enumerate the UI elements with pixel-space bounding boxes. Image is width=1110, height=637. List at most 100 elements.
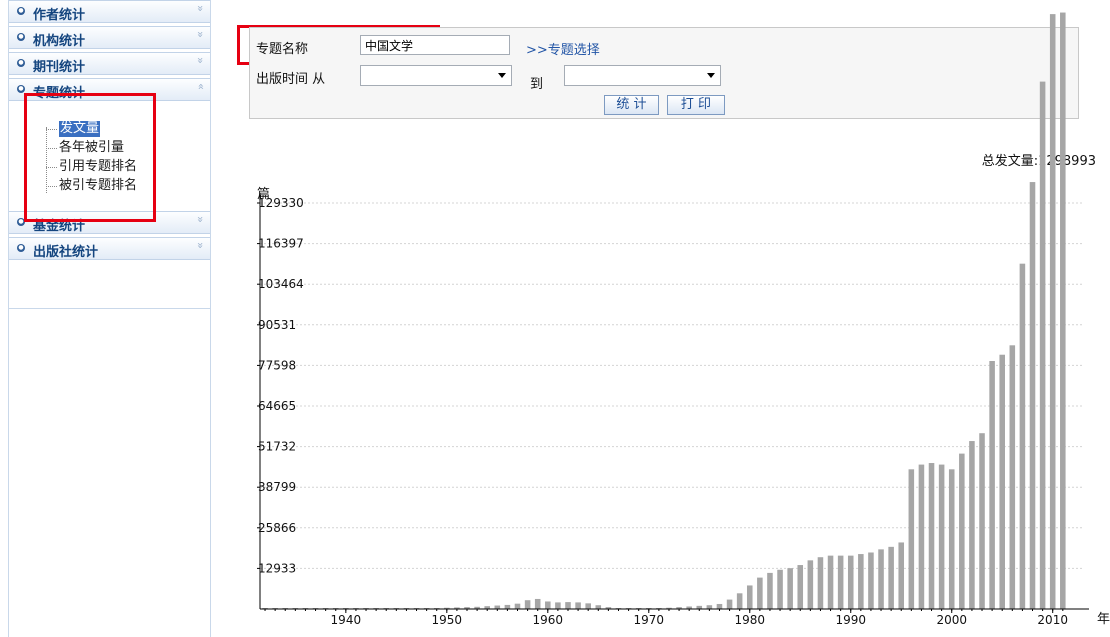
total-publications-label: 总发文量:1298993 xyxy=(981,154,1096,169)
bar-1981 xyxy=(757,577,763,609)
topic-name-input[interactable] xyxy=(360,35,510,55)
from-year-select[interactable] xyxy=(360,65,512,86)
dropdown-arrow-icon xyxy=(707,73,715,78)
y-tick-label: 51732 xyxy=(258,440,296,454)
bar-1965 xyxy=(595,605,602,609)
sidebar: ● 作者统计 » ● 机构统计 » ● 期刊统计 » ● 专题统计 » 发文量 … xyxy=(8,0,211,637)
bar-1997 xyxy=(918,464,925,609)
y-tick-label: 129330 xyxy=(258,196,304,210)
bar-1972 xyxy=(666,607,672,609)
bar-1991 xyxy=(858,554,864,609)
bar-1994 xyxy=(888,546,894,609)
bar-1978 xyxy=(726,599,733,609)
bullet-icon: ● xyxy=(17,244,25,252)
bar-2003 xyxy=(979,433,985,609)
y-tick-label: 103464 xyxy=(258,277,304,291)
bar-1990 xyxy=(847,555,854,609)
bar-1996 xyxy=(908,469,915,609)
x-tick-label: 1970 xyxy=(634,613,665,627)
bar-1995 xyxy=(898,542,905,609)
sidebar-section-author[interactable]: ● 作者统计 » xyxy=(9,0,210,23)
bar-2011 xyxy=(1060,12,1066,610)
bar-1966 xyxy=(605,607,612,609)
y-tick-label: 12933 xyxy=(258,561,296,575)
to-year-select[interactable] xyxy=(564,65,721,86)
bar-1955 xyxy=(494,605,501,609)
bar-1957 xyxy=(514,603,521,609)
bar-2002 xyxy=(969,441,975,609)
tree-line xyxy=(46,148,57,149)
y-axis-ticks: 12933 25866 38799 51732 64665 77598 90531 10346… xyxy=(257,196,304,575)
bar-1964 xyxy=(585,603,591,609)
x-axis-ticks: 1940 1950 1960 1970 1980 1990 2000 2010 xyxy=(264,609,1068,627)
bar-1987 xyxy=(817,557,824,609)
bar-1977 xyxy=(716,603,723,609)
bar-1954 xyxy=(484,606,490,609)
chart-grid xyxy=(260,202,1083,569)
bar-1985 xyxy=(797,565,804,609)
sidebar-section-journal[interactable]: ● 期刊统计 » xyxy=(9,52,210,75)
bar-1983 xyxy=(777,569,783,609)
bar-1989 xyxy=(837,555,844,609)
x-tick-label: 1960 xyxy=(533,613,564,627)
submenu-item-citing-topic-rank[interactable]: 引用专题排名 xyxy=(59,159,138,174)
bar-2010 xyxy=(1049,14,1056,609)
dropdown-arrow-icon xyxy=(498,73,506,78)
bar-2008 xyxy=(1029,182,1036,609)
submenu-item-yearly-citations[interactable]: 各年被引量 xyxy=(59,140,125,155)
bar-1959 xyxy=(534,598,541,609)
to-label: 到 xyxy=(530,77,544,92)
y-axis-label: 篇 xyxy=(257,187,270,202)
x-tick-label: 2010 xyxy=(1037,613,1068,627)
bar-1979 xyxy=(736,593,743,609)
y-tick-label: 38799 xyxy=(258,480,296,494)
x-tick-label: 1990 xyxy=(835,613,866,627)
submenu-item-publication-count[interactable]: 发文量 xyxy=(59,121,101,137)
bar-1962 xyxy=(565,602,571,609)
chart-bars xyxy=(262,12,1066,610)
y-tick-label: 116397 xyxy=(258,237,304,251)
bar-1976 xyxy=(706,605,713,609)
publish-time-from-label: 出版时间 从 xyxy=(256,72,326,87)
bar-2004 xyxy=(989,360,995,609)
bar-1980 xyxy=(746,585,753,609)
topic-select-link[interactable]: >>专题选择 xyxy=(526,43,600,58)
bar-1961 xyxy=(555,602,561,609)
bar-2007 xyxy=(1019,263,1026,609)
bar-1956 xyxy=(504,604,511,609)
statistics-button[interactable]: 统 计 xyxy=(604,95,659,115)
query-form: 专题名称 >>专题选择 出版时间 从 到 统 计 打 印 xyxy=(249,27,1079,119)
sidebar-section-label: 期刊统计 xyxy=(33,60,86,75)
submenu-item-cited-topic-rank[interactable]: 被引专题排名 xyxy=(59,178,138,193)
sidebar-section-label: 基金统计 xyxy=(33,219,86,234)
bar-1960 xyxy=(545,601,551,609)
bullet-icon: ● xyxy=(17,33,25,41)
bar-1992 xyxy=(868,552,874,609)
sidebar-divider xyxy=(9,308,210,309)
sidebar-section-label: 作者统计 xyxy=(33,8,86,23)
bar-2000 xyxy=(948,469,955,609)
sidebar-section-institution[interactable]: ● 机构统计 » xyxy=(9,26,210,49)
bullet-icon: ● xyxy=(17,85,25,93)
sidebar-section-fund[interactable]: ● 基金统计 » xyxy=(9,211,210,234)
x-axis-label: 年 xyxy=(1097,612,1110,627)
x-tick-label: 1940 xyxy=(331,613,362,627)
sidebar-section-label: 出版社统计 xyxy=(33,245,99,260)
tree-line xyxy=(46,186,57,187)
y-tick-label: 77598 xyxy=(258,358,296,372)
bar-1952 xyxy=(464,607,470,609)
x-tick-label: 1980 xyxy=(734,613,765,627)
bar-2006 xyxy=(1009,345,1016,609)
sidebar-section-publisher[interactable]: ● 出版社统计 » xyxy=(9,237,210,260)
tree-line xyxy=(46,127,47,193)
bar-1950 xyxy=(444,607,450,609)
print-button[interactable]: 打 印 xyxy=(667,95,725,115)
bar-1973 xyxy=(676,607,682,609)
bar-1951 xyxy=(454,607,460,609)
bar-1958 xyxy=(524,600,531,609)
bar-1986 xyxy=(807,560,814,609)
bar-1999 xyxy=(938,464,945,609)
bar-1993 xyxy=(878,549,884,609)
chart-axes xyxy=(259,193,1089,610)
